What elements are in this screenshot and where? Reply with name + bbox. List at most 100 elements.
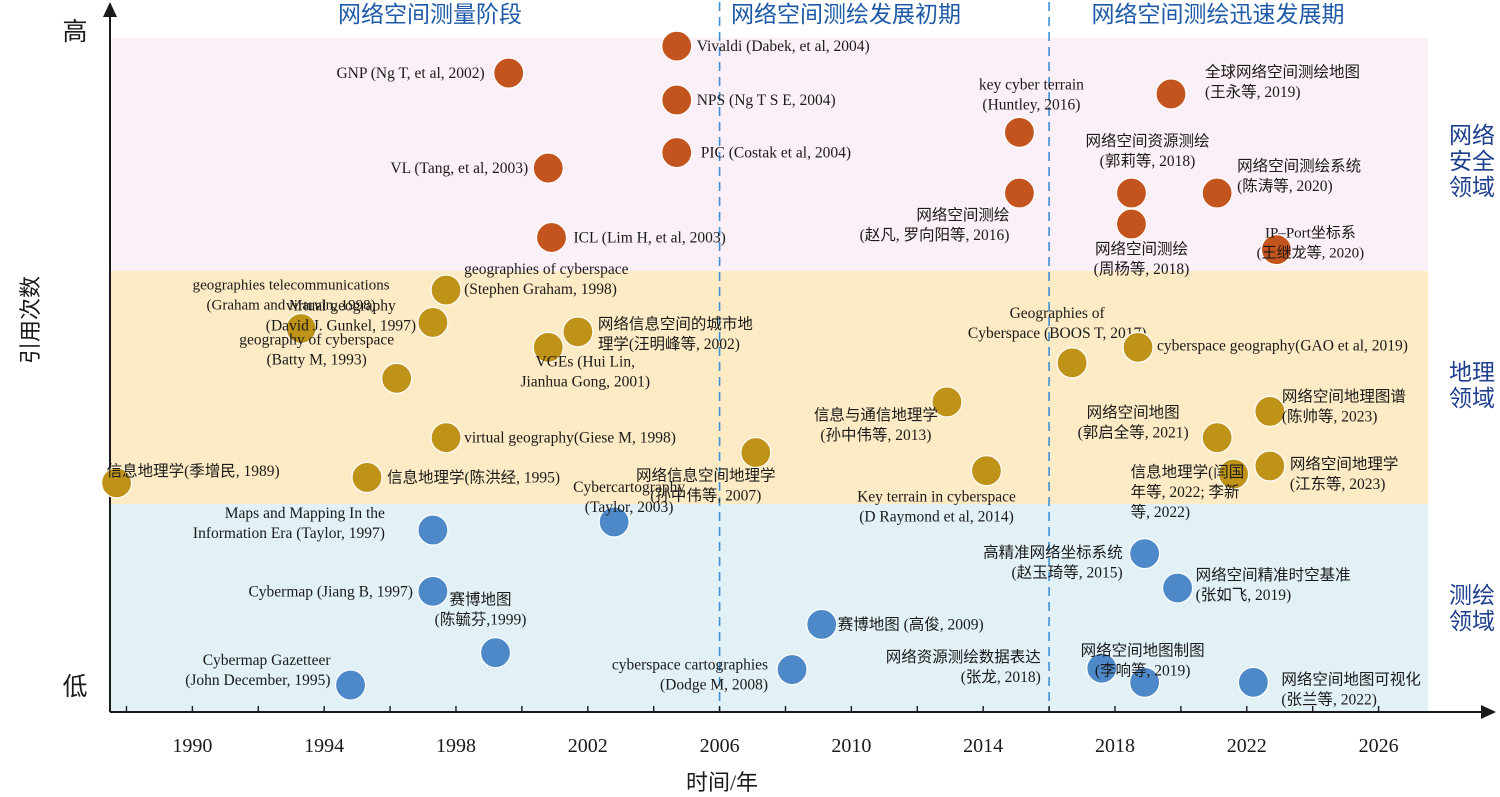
- data-point-0-6: [1003, 116, 1036, 148]
- point-label-2-1: Cybermap (Jiang B, 1997): [248, 583, 412, 600]
- point-label-2-2: Cybermap Gazetteer (John December, 1995): [185, 652, 331, 689]
- data-point-0-2: [661, 84, 693, 116]
- band-0-background: [110, 38, 1428, 271]
- point-label-1-7: VGEs (Hui Lin, Jianhua Gong, 2001): [520, 353, 650, 390]
- point-label-0-2: NPS (Ng T S E, 2004): [697, 92, 836, 109]
- point-label-2-0: Maps and Mapping In the Information Era (…: [193, 505, 385, 542]
- data-point-1-14: [1254, 395, 1286, 427]
- point-label-2-7: 高精准网络坐标系统(赵玉琦等, 2015): [983, 544, 1123, 582]
- data-point-0-5: [535, 221, 568, 254]
- data-point-1-1: [285, 312, 317, 345]
- data-point-0-7: [1003, 177, 1036, 209]
- point-label-0-11: 网络空间测绘系统(陈涛等, 2020): [1237, 157, 1361, 195]
- point-label-1-9: 网络信息空间地理学(孙中伟等, 2007): [636, 467, 776, 505]
- data-point-1-0: [100, 467, 133, 499]
- point-label-1-14: 网络空间地理图谱(陈帅等, 2023): [1282, 387, 1406, 425]
- data-point-2-4: [598, 506, 630, 538]
- data-point-2-10: [1129, 666, 1161, 698]
- phase-title-0: 网络空间测量阶段: [338, 2, 522, 27]
- point-label-2-6: 赛博地图 (高俊, 2009): [838, 614, 984, 633]
- band-2-background: [110, 504, 1428, 712]
- domain-label-0: 网络安全领域: [1449, 123, 1495, 200]
- point-label-1-11: Key terrain in cyberspace (D Raymond et a…: [857, 489, 1016, 526]
- data-point-2-5: [776, 653, 808, 686]
- point-label-0-4: VL (Tang, et al, 2003): [390, 160, 528, 177]
- data-point-2-2: [334, 669, 367, 701]
- x-tick-label-2018: 2018: [1095, 735, 1135, 757]
- band-1-background: [110, 271, 1428, 504]
- data-point-1-10: [931, 386, 963, 418]
- x-axis-arrow: [1481, 705, 1496, 719]
- data-point-0-0: [493, 57, 525, 89]
- point-label-0-5: ICL (Lim H, et al, 2003): [574, 230, 726, 247]
- point-label-1-3: virtual geography (David J. Gunkel, 1997): [266, 297, 416, 334]
- x-tick-label-2002: 2002: [568, 735, 608, 757]
- data-point-2-11: [1237, 666, 1269, 698]
- point-label-1-4: geographies of cyberspace (Stephen Graham…: [464, 261, 629, 298]
- data-point-2-6: [806, 608, 838, 640]
- point-label-1-2: geography of cyberspace (Batty M, 1993): [239, 331, 394, 368]
- y-axis-high-label: 高: [62, 18, 87, 46]
- point-label-1-6: 信息地理学(陈洪经, 1995): [387, 468, 560, 486]
- data-point-1-12: [1056, 347, 1088, 379]
- data-point-1-16: [1217, 458, 1250, 490]
- phase-title-2: 网络空间测绘迅速发展期: [1092, 2, 1345, 27]
- point-label-2-8: 网络空间精准时空基准(张如飞, 2019): [1196, 566, 1351, 604]
- y-axis-low-label: 低: [62, 673, 87, 701]
- point-label-1-0: 信息地理学(季增民, 1989): [107, 462, 280, 480]
- x-tick-label-2006: 2006: [700, 735, 740, 757]
- x-tick-label-1990: 1990: [172, 735, 212, 757]
- data-point-0-1: [661, 30, 693, 62]
- domain-label-2: 测绘领域: [1449, 583, 1495, 634]
- x-axis-title: 时间/年: [686, 770, 758, 795]
- y-axis-arrow: [103, 2, 117, 17]
- data-point-1-8: [562, 316, 594, 348]
- data-point-2-1: [417, 575, 449, 607]
- point-label-1-17: 网络空间地理学(江东等, 2023): [1290, 455, 1399, 493]
- point-label-0-10: 网络空间测绘(周杨等, 2018): [1094, 240, 1190, 278]
- data-point-2-9: [1086, 652, 1118, 684]
- point-label-1-10: 信息与通信地理学(孙中伟等, 2013): [814, 406, 938, 444]
- point-label-2-11: 网络空间地图可视化(张兰等, 2022): [1281, 670, 1421, 708]
- data-point-0-10: [1115, 208, 1148, 240]
- data-point-1-15: [1201, 422, 1233, 454]
- data-point-0-3: [661, 136, 693, 169]
- data-point-1-9: [740, 436, 772, 469]
- point-label-0-7: 网络空间测绘(赵凡, 罗向阳等, 2016): [860, 206, 1010, 244]
- x-tick-label-1994: 1994: [304, 735, 344, 757]
- domain-label-1: 地理领域: [1449, 360, 1495, 411]
- point-label-1-15: 网络空间地图(郭启全等, 2021): [1078, 404, 1189, 442]
- phase-title-1: 网络空间测绘发展初期: [731, 2, 961, 27]
- point-label-0-0: GNP (Ng T, et al, 2002): [336, 65, 484, 82]
- data-point-0-12: [1260, 234, 1293, 266]
- data-point-1-4: [430, 274, 462, 306]
- data-point-1-13: [1122, 331, 1154, 363]
- point-label-0-8: 全球网络空间测绘地图(王永等, 2019): [1205, 63, 1360, 101]
- data-point-0-11: [1201, 177, 1233, 209]
- x-tick-label-2014: 2014: [963, 735, 1003, 757]
- data-point-0-8: [1155, 78, 1187, 110]
- point-label-1-5: virtual geography(Giese M, 1998): [464, 430, 676, 447]
- point-label-2-5: cyberspace cartographies (Dodge M, 2008): [612, 657, 768, 694]
- point-label-0-1: Vivaldi (Dabek, et al, 2004): [697, 38, 870, 55]
- point-label-2-10: 网络空间地图制图(李响等, 2019): [1081, 641, 1205, 679]
- data-point-1-3: [417, 306, 449, 339]
- point-label-2-3: 赛博地图(陈毓芬,1999): [435, 590, 527, 629]
- point-label-1-1: geographies telecommunications (Graham an…: [193, 277, 390, 313]
- data-point-2-3: [479, 637, 512, 669]
- point-label-0-6: key cyber terrain (Huntley, 2016): [979, 76, 1084, 113]
- point-label-1-16: 信息地理学(闫国年等, 2022; 李新等, 2022): [1131, 463, 1245, 521]
- data-point-0-4: [532, 152, 564, 184]
- data-point-2-0: [417, 514, 449, 546]
- data-point-1-11: [970, 455, 1003, 487]
- data-point-2-7: [1129, 538, 1161, 570]
- data-point-1-6: [351, 461, 383, 494]
- point-label-1-8: 网络信息空间的城市地理学(汪明峰等, 2002): [598, 315, 753, 353]
- x-tick-label-2022: 2022: [1227, 735, 1267, 757]
- x-tick-label-2026: 2026: [1359, 735, 1399, 757]
- point-label-0-9: 网络空间资源测绘(郭莉等, 2018): [1085, 132, 1209, 170]
- point-label-2-9: 网络资源测绘数据表达(张龙, 2018): [886, 648, 1041, 686]
- point-label-0-3: PIC (Costak et al, 2004): [701, 145, 851, 162]
